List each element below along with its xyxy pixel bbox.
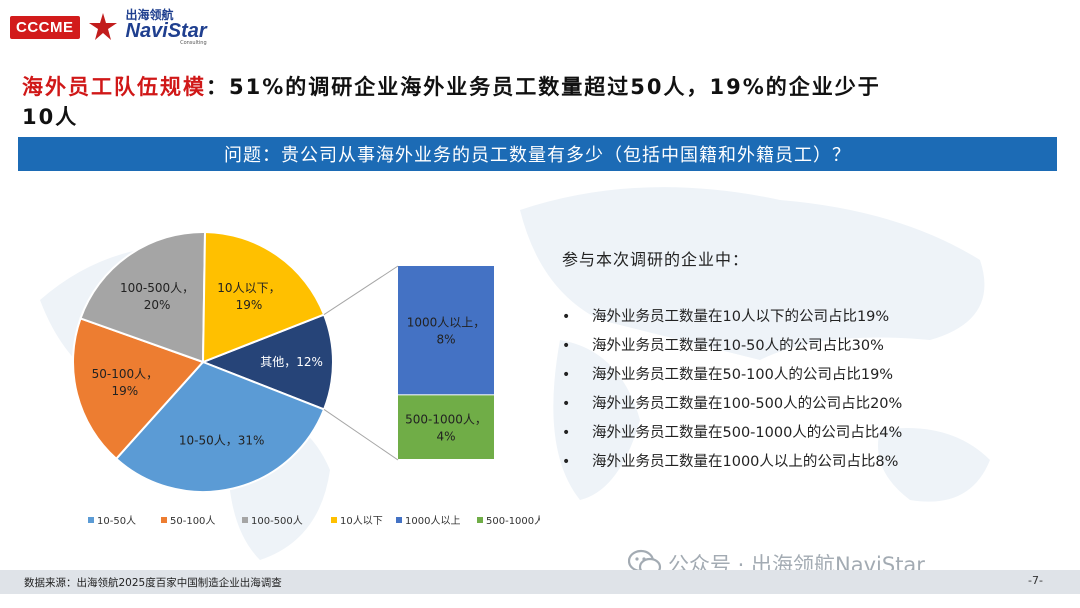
slice-label: 50-100人， 19% (92, 367, 159, 398)
pie-slice (79, 231, 207, 364)
legend-label: 1000人以上 (405, 515, 460, 527)
pie-slice (201, 230, 326, 364)
company-logo: CCCME 出海领航 NaviStar Consulting (10, 6, 207, 48)
summary-item: • 海外业务员工数量在500-1000人的公司占比4% (562, 425, 903, 441)
connector-line (323, 408, 399, 461)
slice-label: 10人以下， 19% (217, 281, 280, 312)
legend-swatch (331, 517, 337, 523)
data-source: 数据来源：出海领航2025度百家中国制造企业出海调查 (24, 577, 282, 589)
legend-swatch (88, 517, 94, 523)
summary-list: • 海外业务员工数量在10人以下的公司占比19% • 海外业务员工数量在10-50人… (562, 306, 902, 480)
slice-label: 其他，12% (260, 355, 323, 369)
legend-label: 500-1000人 (486, 515, 540, 527)
headline-finding-cont: 10人 (22, 105, 79, 129)
navistar-star-icon (88, 13, 117, 40)
pie-of-pie-chart: 其他，12% 10-50人，31% 50-100人， 19% 100-500人， 20% 1… (72, 230, 540, 527)
pie-slice (200, 313, 334, 411)
legend-swatch (396, 517, 402, 523)
pie-slice (72, 317, 205, 461)
summary-item: • 海外业务员工数量在100-500人的公司占比20% (562, 396, 903, 412)
summary-item: • 海外业务员工数量在10人以下的公司占比19% (562, 309, 890, 325)
summary-item: • 海外业务员工数量在10-50人的公司占比30% (562, 338, 884, 354)
breakout-label: 1000人以上， 8% (407, 316, 486, 347)
legend-swatch (242, 517, 248, 523)
question-banner: 问题：贵公司从事海外业务的员工数量有多少（包括中国籍和外籍员工）？ (18, 137, 1057, 171)
footer-bar (0, 570, 1080, 594)
pie-slice (114, 360, 326, 493)
legend-label: 100-500人 (251, 515, 303, 527)
legend-swatch (161, 517, 167, 523)
navistar-wordmark: 出海领航 NaviStar Consulting (125, 7, 207, 46)
summary-title: 参与本次调研的企业中： (562, 250, 750, 269)
breakout-bar-segment (398, 395, 494, 459)
summary-item: • 海外业务员工数量在1000人以上的公司占比8% (562, 454, 899, 470)
connector-line (323, 265, 399, 316)
slice-label: 10-50人，31% (179, 433, 265, 447)
legend-label: 50-100人 (170, 515, 215, 527)
summary-item: • 海外业务员工数量在50-100人的公司占比19% (562, 367, 894, 383)
question-text: 问题：贵公司从事海外业务的员工数量有多少（包括中国籍和外籍员工）？ (224, 145, 851, 166)
headline: 海外员工队伍规模：51%的调研企业海外业务员工数量超过50人，19%的企业少于 … (22, 72, 1062, 132)
headline-topic: 海外员工队伍规模 (22, 75, 206, 99)
breakout-label: 500-1000人， 4% (405, 413, 487, 444)
cccme-logo: CCCME (10, 15, 80, 39)
legend-label: 10人以下 (340, 515, 383, 527)
legend-swatch (477, 517, 483, 523)
legend-label: 10-50人 (97, 515, 136, 527)
breakout-bar-segment (398, 266, 494, 395)
slice-label: 100-500人， 20% (120, 281, 194, 312)
headline-finding: ：51%的调研企业海外业务员工数量超过50人，19%的企业少于 (206, 75, 881, 99)
page-number: -7- (1028, 574, 1043, 587)
